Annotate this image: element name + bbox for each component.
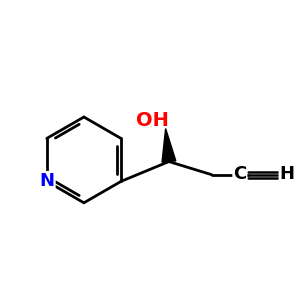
Text: H: H <box>280 165 295 183</box>
Text: N: N <box>39 172 54 190</box>
Polygon shape <box>162 128 176 162</box>
Text: OH: OH <box>136 111 169 130</box>
Text: C: C <box>233 165 247 183</box>
